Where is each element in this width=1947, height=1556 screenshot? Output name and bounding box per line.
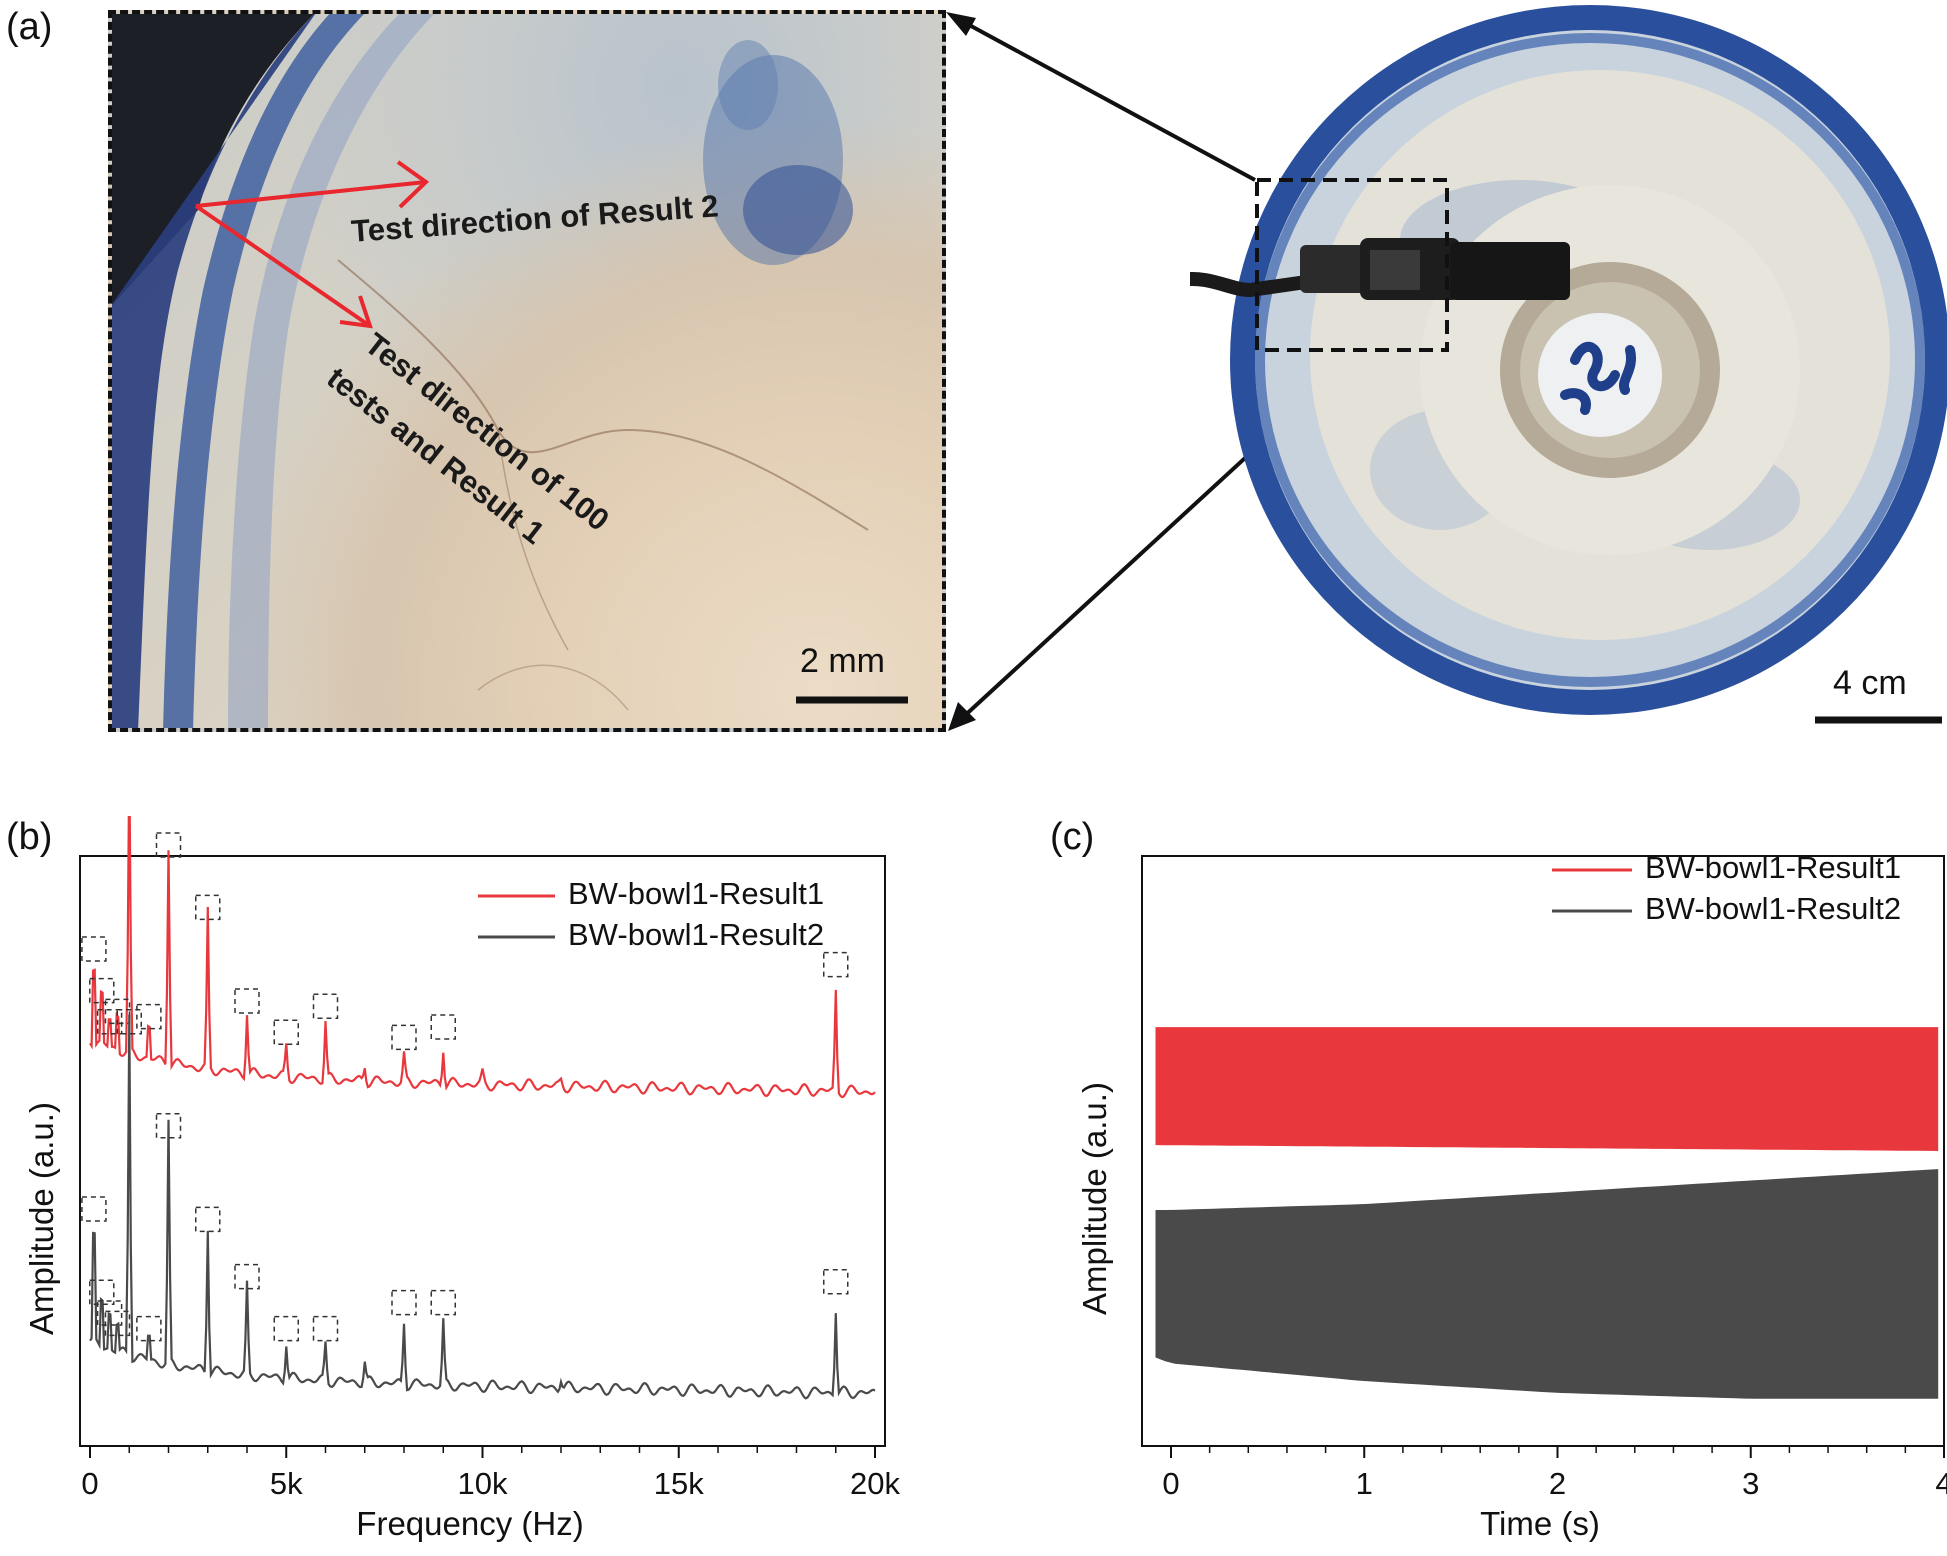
chart-b-ylabel: Amplitude (a.u.): [23, 1102, 60, 1335]
chart-c-xlabel: Time (s): [1480, 1505, 1600, 1542]
chart-b-peak-box: [155, 832, 182, 858]
time-waveform-chart: 0 1 2 3 4: [1141, 855, 1947, 1501]
chart-b-peak-box: [430, 1289, 456, 1316]
panel-c-label: (c): [1050, 816, 1095, 858]
chart-b-legend-result1: BW-bowl1-Result1: [568, 876, 825, 911]
chart-b-xtick-label: 0: [81, 1466, 98, 1501]
chart-b-series-2: [89, 1014, 876, 1400]
chart-b-peak-box: [195, 1206, 221, 1233]
chart-b-series-1: [89, 816, 876, 1099]
chart-b-peak-box: [823, 951, 849, 978]
chart-c-xtick-label: 3: [1742, 1466, 1759, 1501]
chart-b-xtick-label: 5k: [270, 1466, 303, 1501]
chart-b-peak-box: [391, 1024, 417, 1051]
chart-b-peak-box: [104, 1310, 131, 1337]
chart-b-peak-box: [155, 1113, 182, 1139]
chart-b-peak-box: [136, 1003, 162, 1030]
chart-c-xtick-label: 0: [1162, 1466, 1179, 1501]
chart-b-peak-box: [136, 1315, 162, 1342]
zoomed-glaze-photo: Test direction of Result 2 Test directio…: [108, 10, 946, 732]
bowl-photo: 4 cm: [1178, 0, 1947, 748]
chart-b-peak-box: [81, 1196, 107, 1222]
chart-b-peak-box: [312, 993, 339, 1019]
chart-c-series-1: [1155, 1027, 1939, 1151]
chart-b-xtick-label: 10k: [458, 1466, 508, 1501]
chart-c-legend-result2: BW-bowl1-Result2: [1645, 891, 1902, 926]
chart-c-ylabel: Amplitude (a.u.): [1076, 1082, 1113, 1315]
chart-c-legend-result1: BW-bowl1-Result1: [1645, 850, 1902, 885]
chart-b-peak-box: [430, 1014, 456, 1040]
chart-c-frame: [1141, 855, 1945, 1447]
chart-c-xtick-label: 1: [1356, 1466, 1373, 1501]
chart-c-xtick-label: 2: [1549, 1466, 1566, 1501]
chart-b-peak-box: [195, 894, 221, 921]
chart-b-peak-box: [273, 1019, 299, 1045]
zoom-scale-label: 2 mm: [800, 642, 885, 680]
chart-b-xtick-label: 20k: [850, 1466, 900, 1501]
chart-b-peak-box: [234, 988, 260, 1014]
chart-c-series-2: [1155, 1169, 1939, 1399]
chart-b-xlabel: Frequency (Hz): [356, 1505, 584, 1542]
bowl-scale-label: 4 cm: [1833, 664, 1907, 702]
chart-b-peak-box: [823, 1269, 849, 1295]
chart-b-peak-box: [273, 1315, 299, 1342]
panel-a-label: (a): [6, 6, 53, 48]
frequency-spectrum-chart: 0 5k 10k 15k 20k: [79, 816, 900, 1501]
panel-b-label: (b): [6, 816, 53, 858]
chart-b-peak-box: [312, 1315, 339, 1342]
chart-b-peak-box: [104, 998, 131, 1025]
chart-b-xtick-label: 15k: [654, 1466, 704, 1501]
chart-c-xtick-label: 4: [1935, 1466, 1947, 1501]
chart-b-legend-result2: BW-bowl1-Result2: [568, 917, 825, 952]
chart-b-peak-box: [96, 1300, 123, 1326]
chart-b-peak-box: [81, 936, 107, 962]
chart-b-peak-box: [391, 1289, 417, 1316]
